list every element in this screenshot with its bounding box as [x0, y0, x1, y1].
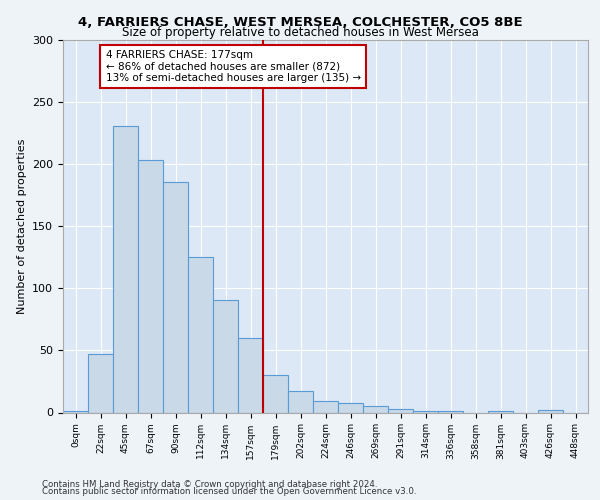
Bar — [138, 160, 163, 412]
Bar — [388, 409, 413, 412]
Bar — [188, 258, 213, 412]
Text: 4, FARRIERS CHASE, WEST MERSEA, COLCHESTER, CO5 8BE: 4, FARRIERS CHASE, WEST MERSEA, COLCHEST… — [77, 16, 523, 29]
Bar — [338, 402, 363, 412]
Bar — [363, 406, 388, 412]
Bar — [88, 354, 113, 412]
Bar — [113, 126, 138, 412]
Bar — [163, 182, 188, 412]
Bar — [263, 375, 288, 412]
Text: Size of property relative to detached houses in West Mersea: Size of property relative to detached ho… — [122, 26, 478, 39]
Text: Contains public sector information licensed under the Open Government Licence v3: Contains public sector information licen… — [42, 487, 416, 496]
Bar — [213, 300, 238, 412]
Bar — [313, 402, 338, 412]
Bar — [538, 410, 563, 412]
Y-axis label: Number of detached properties: Number of detached properties — [17, 138, 26, 314]
Bar — [288, 392, 313, 412]
Text: 4 FARRIERS CHASE: 177sqm
← 86% of detached houses are smaller (872)
13% of semi-: 4 FARRIERS CHASE: 177sqm ← 86% of detach… — [106, 50, 361, 83]
Text: Contains HM Land Registry data © Crown copyright and database right 2024.: Contains HM Land Registry data © Crown c… — [42, 480, 377, 489]
Bar — [238, 338, 263, 412]
